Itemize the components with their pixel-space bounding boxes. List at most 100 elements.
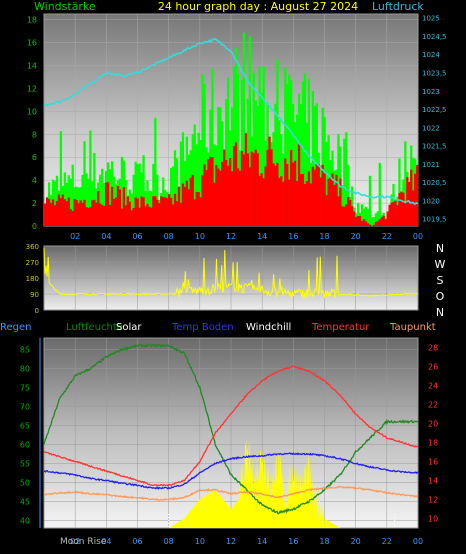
wind-bar bbox=[293, 160, 297, 226]
wind-bar bbox=[203, 164, 206, 226]
y-tick-label: 90 bbox=[30, 291, 39, 299]
wind-bar bbox=[362, 219, 366, 226]
wind-bar bbox=[201, 175, 204, 226]
y-tick-label: 6 bbox=[32, 153, 37, 162]
gust-bar bbox=[313, 105, 316, 226]
wind-bar bbox=[73, 198, 76, 226]
gust-bar bbox=[341, 185, 344, 226]
y-tick-label: 0 bbox=[32, 222, 37, 231]
wind-bar bbox=[353, 211, 356, 226]
y-right-tick-label: 1021,5 bbox=[422, 143, 447, 151]
wind-bar bbox=[209, 156, 212, 226]
y-tick-label: 10 bbox=[27, 107, 37, 116]
wind-bar bbox=[177, 186, 181, 226]
wind-bar bbox=[156, 199, 159, 226]
wind-bar bbox=[158, 203, 161, 226]
gust-bar bbox=[69, 178, 72, 226]
gust-bar bbox=[288, 74, 291, 226]
wind-bar bbox=[256, 153, 259, 226]
wind-bar bbox=[402, 192, 405, 226]
gust-bar bbox=[83, 141, 86, 226]
wind-bar bbox=[343, 206, 346, 226]
gust-bar bbox=[154, 117, 157, 226]
wind-bar bbox=[372, 224, 375, 226]
gust-bar bbox=[374, 213, 377, 226]
wind-bar bbox=[187, 189, 190, 226]
gust-bar bbox=[203, 83, 206, 227]
gust-bar bbox=[179, 141, 183, 226]
wind-bar bbox=[333, 184, 336, 226]
gust-bar bbox=[366, 209, 370, 226]
gust-bar bbox=[278, 120, 281, 226]
wind-bar bbox=[166, 198, 169, 226]
gust-bar bbox=[175, 158, 179, 226]
y-tick-label: 2 bbox=[32, 199, 37, 208]
gust-bar bbox=[59, 131, 63, 226]
y-right-tick-label: 20 bbox=[428, 420, 438, 429]
gust-bar bbox=[108, 169, 112, 226]
wind-bar bbox=[272, 163, 275, 226]
x-tick-label: 14 bbox=[257, 232, 267, 241]
series-line-temperatur bbox=[43, 365, 419, 488]
gust-bar bbox=[347, 164, 350, 226]
legend-entry: Luftfeuchte bbox=[66, 322, 123, 333]
wind-bar bbox=[374, 222, 377, 226]
series-line-temp-boden bbox=[43, 452, 419, 490]
legend-entry: Solar bbox=[116, 322, 142, 333]
wind-bar bbox=[225, 159, 228, 226]
gust-bar bbox=[120, 156, 124, 226]
gust-bar bbox=[136, 164, 139, 226]
y-tick-label: 0 bbox=[35, 307, 39, 315]
gust-bar bbox=[343, 138, 346, 226]
wind-bar bbox=[311, 166, 314, 226]
wind-bar bbox=[99, 203, 102, 226]
wind-bar bbox=[189, 177, 192, 226]
wind-bar bbox=[282, 181, 285, 226]
wind-bar bbox=[307, 171, 311, 226]
wind-bar bbox=[242, 154, 246, 226]
gust-bar bbox=[303, 73, 307, 226]
wind-bar bbox=[164, 197, 167, 226]
x-tick-label: 02 bbox=[70, 537, 80, 546]
wind-bar bbox=[154, 196, 157, 226]
wind-bar bbox=[345, 204, 348, 226]
wind-bar bbox=[360, 220, 364, 226]
x-tick-label: 10 bbox=[195, 232, 205, 241]
y-tick-label: 12 bbox=[27, 84, 37, 93]
y-right-tick-label: 1022,5 bbox=[422, 106, 447, 114]
wind-bar bbox=[303, 183, 307, 226]
wind-bar bbox=[268, 136, 271, 226]
y-right-tick-label: 1024 bbox=[422, 51, 440, 59]
wind-bar bbox=[321, 164, 324, 226]
gust-bar bbox=[171, 166, 175, 226]
x-tick-label: 22 bbox=[382, 537, 392, 546]
wind-bar bbox=[179, 202, 183, 226]
gust-bar bbox=[295, 114, 299, 226]
y-tick-label: 55 bbox=[20, 459, 30, 468]
wind-bar bbox=[199, 197, 202, 226]
gust-bar bbox=[258, 66, 261, 226]
gust-bar bbox=[364, 206, 368, 226]
legend-entry: Taupunkt bbox=[389, 322, 436, 333]
wind-bar bbox=[244, 133, 248, 226]
solar-area bbox=[168, 438, 341, 528]
wind-bar bbox=[400, 191, 403, 226]
wind-bar bbox=[368, 224, 372, 226]
wind-bar bbox=[45, 197, 49, 226]
wind-bar bbox=[89, 207, 92, 226]
wind-bar bbox=[262, 178, 265, 226]
wind-bar bbox=[193, 199, 196, 226]
gust-bar bbox=[81, 175, 84, 226]
wind-bar bbox=[173, 193, 177, 226]
y-right-tick-label: 24 bbox=[428, 382, 438, 391]
wind-bar bbox=[276, 162, 279, 226]
gust-bar bbox=[55, 175, 59, 226]
wind-bar bbox=[120, 208, 124, 226]
wind-bar bbox=[258, 175, 261, 226]
wind-bar bbox=[238, 170, 242, 226]
wind-bar bbox=[103, 205, 106, 226]
wind-bar bbox=[79, 200, 82, 226]
wind-bar bbox=[416, 165, 419, 226]
